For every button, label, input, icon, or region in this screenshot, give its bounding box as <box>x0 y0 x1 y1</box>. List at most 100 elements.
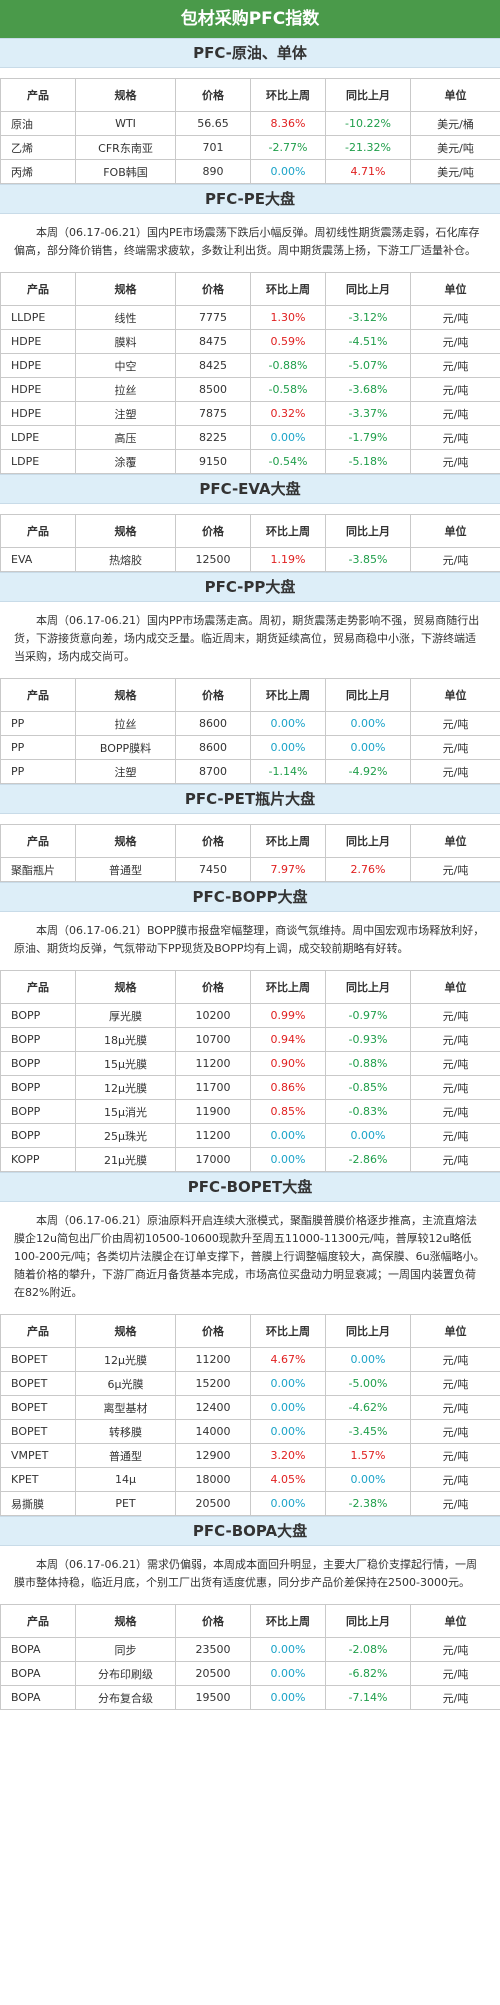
cell-spec: 膜料 <box>75 329 176 354</box>
cell-month-change: -10.22% <box>325 111 411 136</box>
cell-unit: 元/吨 <box>410 1027 500 1052</box>
section-spacer <box>0 68 500 78</box>
cell-month-change: 0.00% <box>325 1347 411 1372</box>
cell-unit: 元/吨 <box>410 353 500 378</box>
cell-product: BOPP <box>0 1123 76 1148</box>
price-table: 产品 规格 价格 环比上周 同比上月 单位 BOPP 厚光膜 10200 0.99% -0.97% 元… <box>0 970 500 1172</box>
cell-product: KOPP <box>0 1147 76 1172</box>
cell-spec: 18μ光膜 <box>75 1027 176 1052</box>
header-spec: 规格 <box>75 272 176 306</box>
table-row: 原油 WTI 56.65 8.36% -10.22% 美元/桶 <box>0 111 500 136</box>
header-spec: 规格 <box>75 1314 176 1348</box>
cell-week-change: 7.97% <box>250 857 326 882</box>
table-row: PP 注塑 8700 -1.14% -4.92% 元/吨 <box>0 759 500 784</box>
table-header-row: 产品 规格 价格 环比上周 同比上月 单位 <box>0 78 500 112</box>
cell-price: 9150 <box>175 449 251 474</box>
cell-product: BOPP <box>0 1099 76 1124</box>
cell-product: BOPA <box>0 1661 76 1686</box>
cell-product: PP <box>0 759 76 784</box>
cell-spec: 转移膜 <box>75 1419 176 1444</box>
cell-week-change: 0.59% <box>250 329 326 354</box>
cell-week-change: 0.86% <box>250 1075 326 1100</box>
cell-price: 10700 <box>175 1027 251 1052</box>
cell-month-change: -2.86% <box>325 1147 411 1172</box>
header-product: 产品 <box>0 824 76 858</box>
cell-week-change: 1.19% <box>250 547 326 572</box>
cell-week-change: 0.85% <box>250 1099 326 1124</box>
header-product: 产品 <box>0 1314 76 1348</box>
table-row: BOPA 同步 23500 0.00% -2.08% 元/吨 <box>0 1637 500 1662</box>
header-unit: 单位 <box>410 1314 500 1348</box>
cell-unit: 元/吨 <box>410 329 500 354</box>
cell-month-change: -1.79% <box>325 425 411 450</box>
cell-price: 12400 <box>175 1395 251 1420</box>
cell-unit: 元/吨 <box>410 401 500 426</box>
cell-price: 8700 <box>175 759 251 784</box>
cell-spec: 厚光膜 <box>75 1003 176 1028</box>
page-title: 包材采购PFC指数 <box>0 0 500 38</box>
header-month-change: 同比上月 <box>325 678 411 712</box>
sections-container: PFC-原油、单体 产品 规格 价格 环比上周 同比上月 单位 原油 WTI 56.65 8.36%… <box>0 38 500 1710</box>
cell-price: 15200 <box>175 1371 251 1396</box>
price-table: 产品 规格 价格 环比上周 同比上月 单位 聚酯瓶片 普通型 7450 7.97% 2.76% 元/吨 <box>0 824 500 882</box>
cell-unit: 元/吨 <box>410 1371 500 1396</box>
table-row: KPET 14μ 18000 4.05% 0.00% 元/吨 <box>0 1467 500 1492</box>
table-header-row: 产品 规格 价格 环比上周 同比上月 单位 <box>0 970 500 1004</box>
table-row: BOPP 15μ消光 11900 0.85% -0.83% 元/吨 <box>0 1099 500 1124</box>
cell-month-change: 0.00% <box>325 1123 411 1148</box>
cell-week-change: 0.00% <box>250 1395 326 1420</box>
header-price: 价格 <box>175 514 251 548</box>
header-week-change: 环比上周 <box>250 514 326 548</box>
table-row: HDPE 膜料 8475 0.59% -4.51% 元/吨 <box>0 329 500 354</box>
cell-unit: 元/吨 <box>410 1051 500 1076</box>
table-row: 易撕膜 PET 20500 0.00% -2.38% 元/吨 <box>0 1491 500 1516</box>
table-row: BOPP 厚光膜 10200 0.99% -0.97% 元/吨 <box>0 1003 500 1028</box>
cell-week-change: 0.00% <box>250 1419 326 1444</box>
cell-price: 11700 <box>175 1075 251 1100</box>
cell-unit: 元/吨 <box>410 377 500 402</box>
cell-product: BOPP <box>0 1075 76 1100</box>
cell-spec: 25μ珠光 <box>75 1123 176 1148</box>
cell-product: KPET <box>0 1467 76 1492</box>
cell-product: BOPP <box>0 1003 76 1028</box>
cell-product: LDPE <box>0 425 76 450</box>
cell-product: HDPE <box>0 401 76 426</box>
cell-month-change: -6.82% <box>325 1661 411 1686</box>
header-price: 价格 <box>175 1604 251 1638</box>
cell-price: 11200 <box>175 1051 251 1076</box>
cell-price: 23500 <box>175 1637 251 1662</box>
header-spec: 规格 <box>75 824 176 858</box>
cell-spec: 线性 <box>75 305 176 330</box>
cell-spec: 12μ光膜 <box>75 1347 176 1372</box>
header-month-change: 同比上月 <box>325 970 411 1004</box>
header-unit: 单位 <box>410 78 500 112</box>
cell-product: 聚酯瓶片 <box>0 857 76 882</box>
cell-product: LLDPE <box>0 305 76 330</box>
cell-unit: 元/吨 <box>410 1347 500 1372</box>
cell-month-change: -5.18% <box>325 449 411 474</box>
cell-price: 12900 <box>175 1443 251 1468</box>
cell-unit: 元/吨 <box>410 1003 500 1028</box>
cell-unit: 元/吨 <box>410 425 500 450</box>
cell-month-change: -0.83% <box>325 1099 411 1124</box>
header-week-change: 环比上周 <box>250 272 326 306</box>
cell-week-change: 0.00% <box>250 1491 326 1516</box>
section-description: 本周（06.17-06.21）国内PP市场震荡走高。周初，期货震荡走势影响不强，… <box>0 602 500 678</box>
table-header-row: 产品 规格 价格 环比上周 同比上月 单位 <box>0 514 500 548</box>
cell-month-change: 2.76% <box>325 857 411 882</box>
cell-week-change: -0.58% <box>250 377 326 402</box>
cell-spec: 中空 <box>75 353 176 378</box>
cell-spec: 注塑 <box>75 759 176 784</box>
cell-price: 18000 <box>175 1467 251 1492</box>
cell-week-change: 0.00% <box>250 425 326 450</box>
header-price: 价格 <box>175 1314 251 1348</box>
table-row: 丙烯 FOB韩国 890 0.00% 4.71% 美元/吨 <box>0 159 500 184</box>
cell-week-change: 0.00% <box>250 1123 326 1148</box>
table-row: LDPE 高压 8225 0.00% -1.79% 元/吨 <box>0 425 500 450</box>
cell-price: 8425 <box>175 353 251 378</box>
cell-week-change: 8.36% <box>250 111 326 136</box>
cell-price: 17000 <box>175 1147 251 1172</box>
cell-spec: 离型基材 <box>75 1395 176 1420</box>
table-row: BOPA 分布印刷级 20500 0.00% -6.82% 元/吨 <box>0 1661 500 1686</box>
section-heading: PFC-原油、单体 <box>0 38 500 68</box>
